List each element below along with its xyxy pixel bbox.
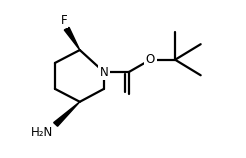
Polygon shape bbox=[64, 27, 80, 50]
Polygon shape bbox=[54, 102, 80, 126]
Text: O: O bbox=[146, 53, 155, 66]
Text: H₂N: H₂N bbox=[31, 126, 53, 139]
Text: F: F bbox=[61, 14, 67, 27]
Text: N: N bbox=[100, 66, 108, 79]
